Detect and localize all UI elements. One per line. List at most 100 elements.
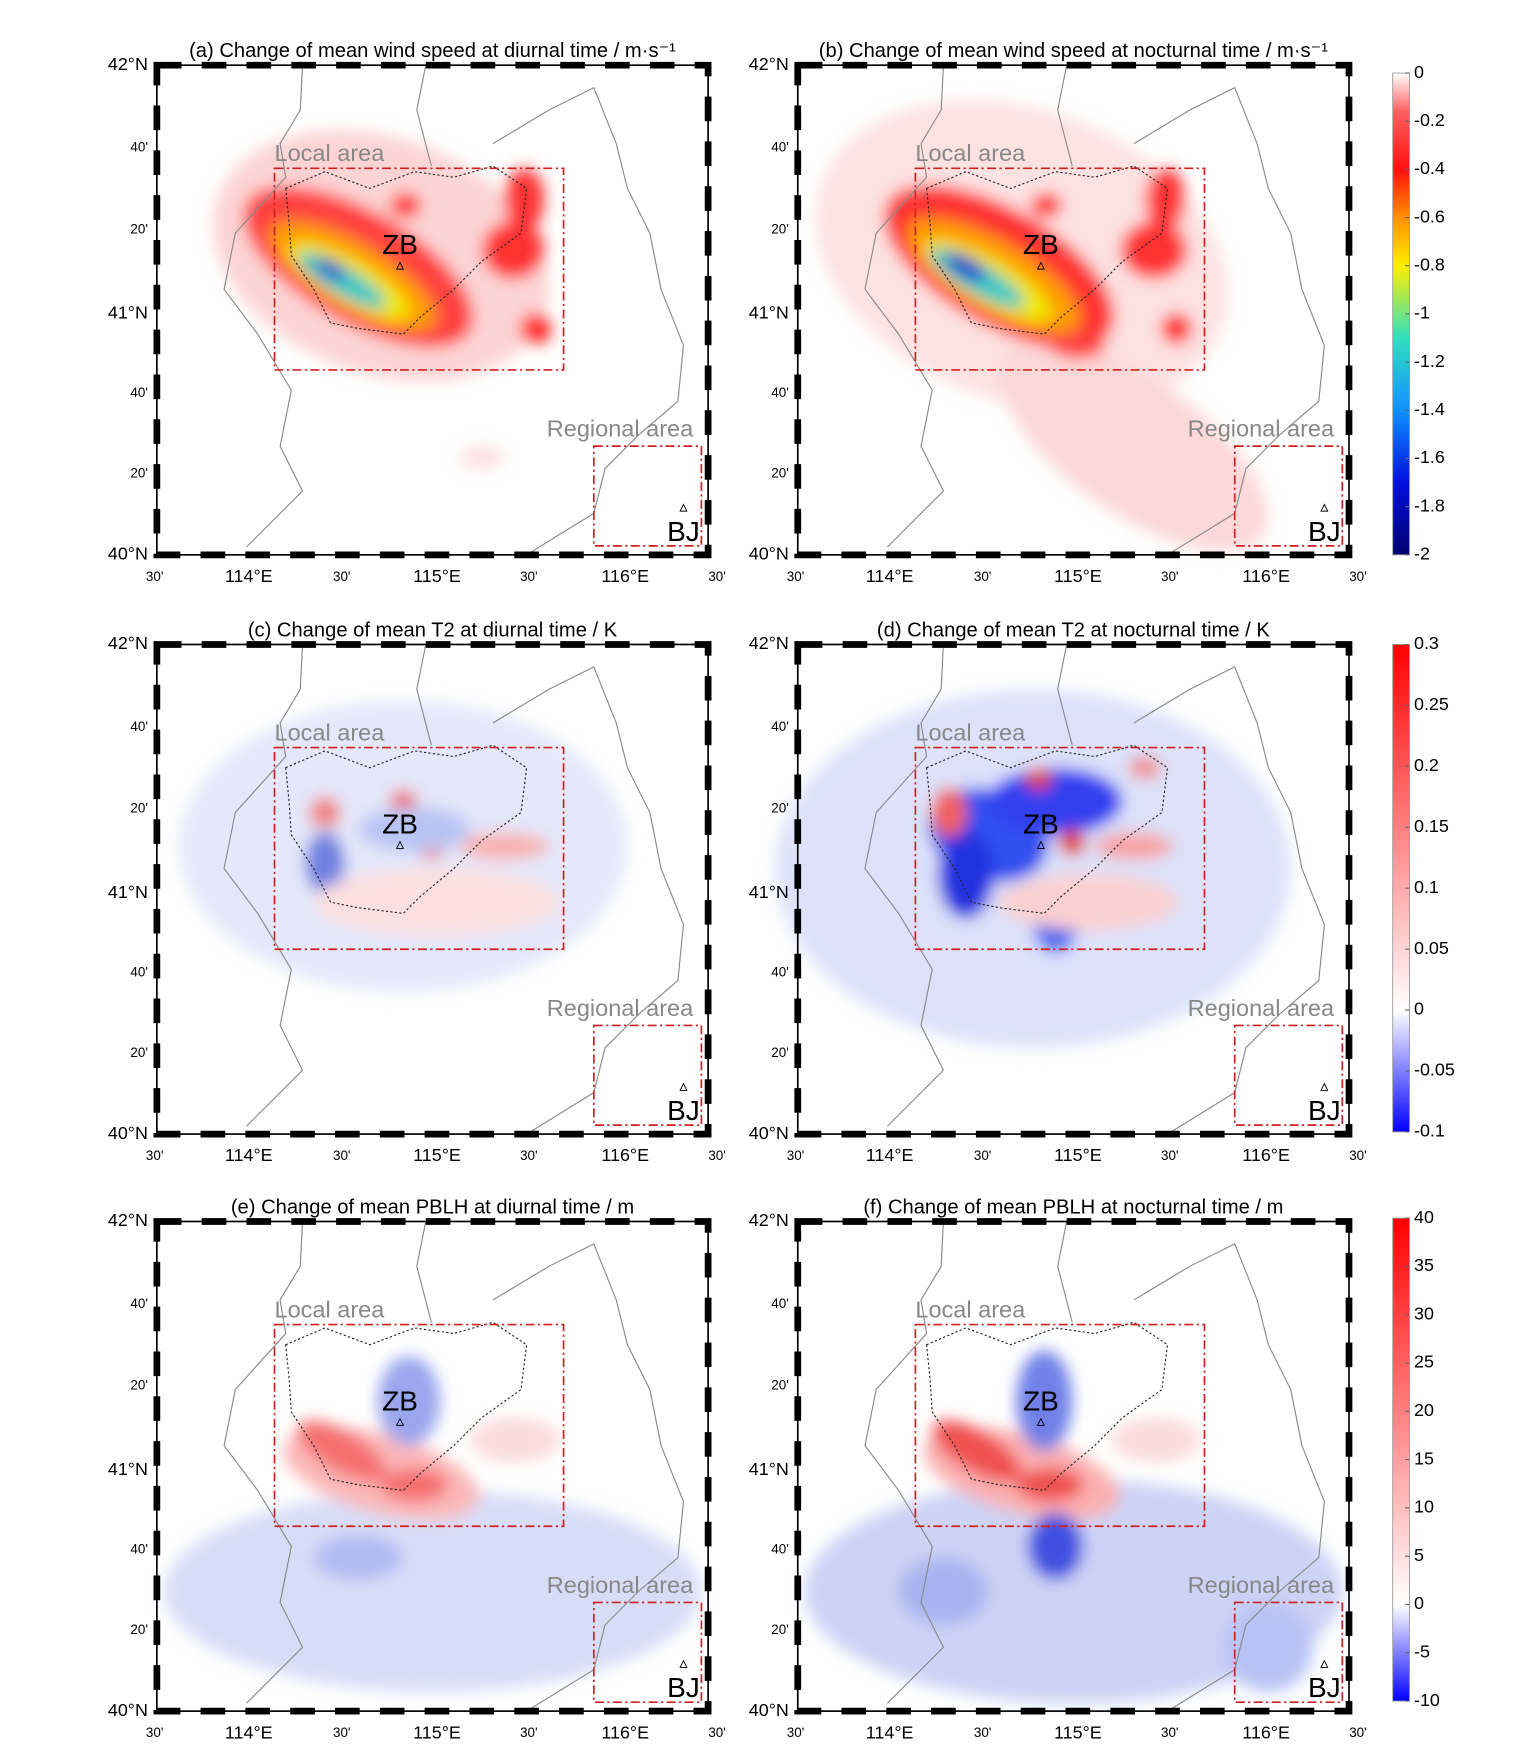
bj-marker bbox=[1320, 1082, 1329, 1091]
boundary bbox=[492, 86, 685, 556]
colorbar-label: -0.1 bbox=[1414, 1121, 1445, 1141]
field-blob bbox=[932, 1420, 1022, 1482]
lon-label: 115°E bbox=[1054, 1145, 1102, 1165]
lon-label: 30' bbox=[333, 569, 351, 584]
field-blob bbox=[999, 874, 1179, 931]
lon-label: 30' bbox=[974, 569, 992, 584]
lon-label: 116°E bbox=[1242, 1722, 1290, 1742]
zb-label: ZB bbox=[382, 808, 418, 839]
lat-label: 40°N bbox=[749, 1123, 789, 1143]
zb-outline bbox=[285, 744, 528, 914]
field-blob bbox=[1128, 756, 1162, 779]
lon-label: 116°E bbox=[601, 1722, 649, 1742]
field-blob bbox=[358, 806, 471, 852]
local-label: Local area bbox=[915, 719, 1026, 745]
colorbar-label: -0.2 bbox=[1414, 110, 1445, 130]
lat-label: 20' bbox=[130, 1045, 148, 1060]
bj-label: BJ bbox=[1308, 1095, 1341, 1126]
colorbar-label: 0.25 bbox=[1414, 694, 1449, 714]
field-blob bbox=[504, 168, 545, 232]
field-blob bbox=[1160, 312, 1193, 345]
zb-marker bbox=[1036, 840, 1045, 849]
field-blob bbox=[1120, 220, 1188, 280]
colorbar-label: 35 bbox=[1414, 1255, 1434, 1275]
boundary bbox=[416, 65, 432, 167]
field-blob bbox=[931, 787, 967, 838]
lat-label: 40' bbox=[130, 1541, 148, 1556]
lon-label: 114°E bbox=[225, 1145, 273, 1165]
lat-label: 42°N bbox=[749, 633, 789, 653]
panel-title: (e) Change of mean PBLH at diurnal time … bbox=[231, 1196, 634, 1218]
lat-label: 40' bbox=[130, 140, 148, 155]
field-blob bbox=[304, 831, 346, 895]
bj-label: BJ bbox=[667, 1672, 700, 1703]
lon-label: 30' bbox=[520, 1148, 538, 1163]
map-panel: (c) Change of mean T2 at diurnal time / … bbox=[108, 619, 726, 1165]
frame-ticks bbox=[153, 641, 712, 1138]
lon-label: 115°E bbox=[1054, 1722, 1102, 1742]
map-panel: (f) Change of mean PBLH at nocturnal tim… bbox=[749, 1196, 1367, 1742]
boundary bbox=[416, 1221, 432, 1323]
frame-ticks bbox=[153, 1218, 712, 1715]
lat-label: 40°N bbox=[108, 1700, 148, 1720]
zb-outline bbox=[285, 1321, 528, 1491]
regional-box bbox=[592, 1601, 703, 1704]
colorbar-label: 0 bbox=[1414, 62, 1424, 82]
boundary bbox=[864, 1221, 945, 1704]
field-blob bbox=[1049, 331, 1106, 359]
colorbar-label: -0.6 bbox=[1414, 206, 1445, 226]
lon-label: 30' bbox=[1349, 569, 1367, 584]
lon-label: 30' bbox=[708, 569, 726, 584]
local-label: Local area bbox=[915, 1296, 1026, 1322]
lat-label: 42°N bbox=[108, 1210, 148, 1230]
lon-label: 30' bbox=[146, 1148, 164, 1163]
lon-label: 30' bbox=[787, 1725, 805, 1740]
lat-label: 40' bbox=[130, 385, 148, 400]
local-box bbox=[914, 746, 1206, 951]
colorbar-label: -10 bbox=[1414, 1690, 1440, 1710]
lon-label: 30' bbox=[974, 1148, 992, 1163]
field-blob bbox=[377, 1355, 441, 1446]
field-blob bbox=[804, 1479, 1343, 1704]
boundary bbox=[492, 666, 685, 1135]
local-label: Local area bbox=[915, 140, 1026, 166]
lon-label: 114°E bbox=[225, 566, 273, 586]
lat-label: 40°N bbox=[108, 1123, 148, 1143]
field-blob bbox=[945, 252, 986, 282]
lon-label: 30' bbox=[333, 1725, 351, 1740]
lon-label: 30' bbox=[1349, 1148, 1367, 1163]
field-blob bbox=[1145, 168, 1186, 232]
local-label: Local area bbox=[275, 719, 386, 745]
lat-label: 42°N bbox=[749, 1210, 789, 1230]
lon-label: 116°E bbox=[601, 566, 649, 586]
colorbar-label: 0 bbox=[1414, 1593, 1424, 1613]
lon-label: 114°E bbox=[866, 1722, 914, 1742]
regional-box bbox=[592, 1024, 703, 1126]
lat-label: 40' bbox=[130, 1296, 148, 1311]
zb-marker bbox=[1036, 1417, 1045, 1426]
lon-label: 115°E bbox=[1054, 566, 1102, 586]
field-blob bbox=[1058, 829, 1086, 857]
lon-label: 116°E bbox=[1242, 1145, 1290, 1165]
regional-label: Regional area bbox=[547, 416, 694, 442]
map-panel: (a) Change of mean wind speed at diurnal… bbox=[108, 40, 726, 586]
lat-label: 40°N bbox=[749, 544, 789, 564]
colorbar-label: 40 bbox=[1414, 1207, 1434, 1227]
lon-label: 30' bbox=[520, 569, 538, 584]
colorbar-label: 0 bbox=[1414, 999, 1424, 1019]
map-panel: (d) Change of mean T2 at nocturnal time … bbox=[749, 619, 1367, 1165]
field-blob bbox=[459, 832, 550, 860]
lat-label: 20' bbox=[130, 466, 148, 481]
colorbar-label: -0.8 bbox=[1414, 254, 1445, 274]
lon-label: 114°E bbox=[866, 1145, 914, 1165]
field bbox=[775, 689, 1291, 1048]
field-blob bbox=[999, 340, 1269, 552]
lat-label: 40' bbox=[771, 964, 789, 979]
regional-box bbox=[1233, 445, 1344, 547]
regional-label: Regional area bbox=[1188, 1572, 1335, 1598]
field-blob bbox=[389, 192, 422, 218]
zb-outline bbox=[926, 1321, 1169, 1491]
zb-label: ZB bbox=[1023, 229, 1059, 260]
field-blob bbox=[1016, 1467, 1084, 1502]
